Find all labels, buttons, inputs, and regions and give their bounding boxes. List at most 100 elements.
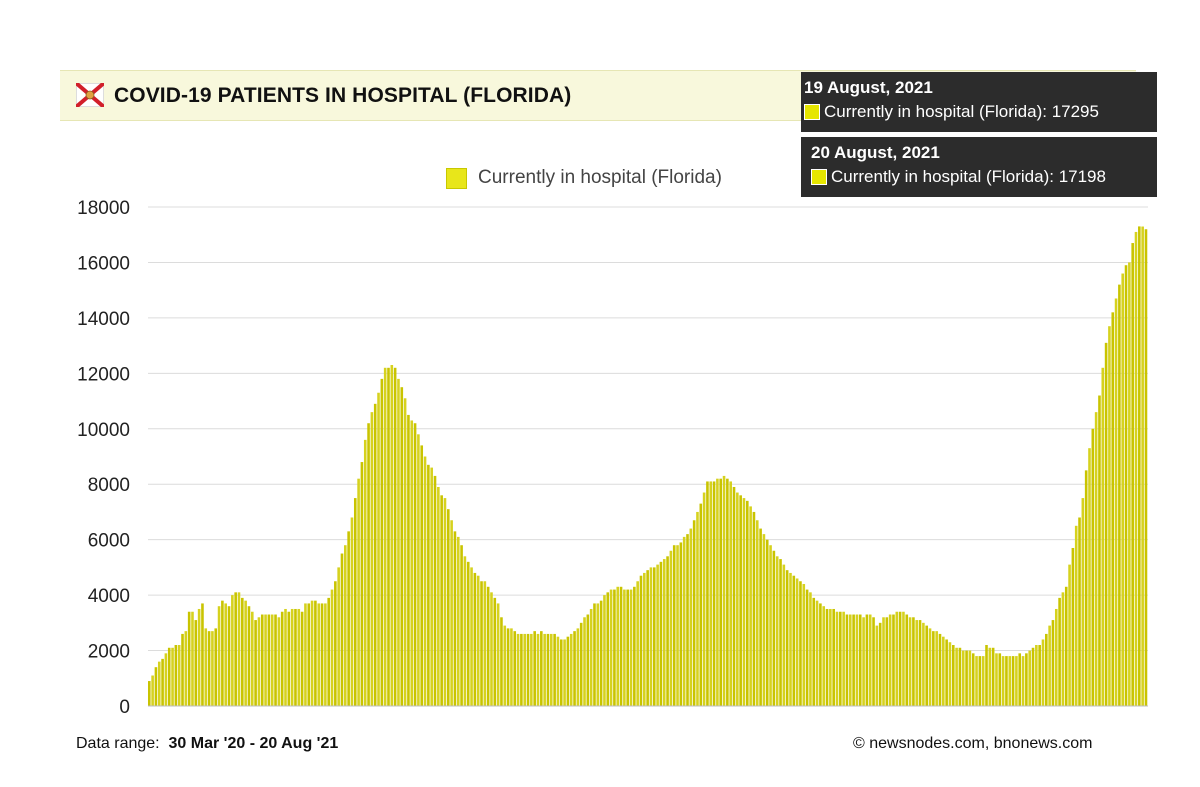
bar[interactable] xyxy=(254,620,257,706)
bar[interactable] xyxy=(1121,273,1125,706)
bar[interactable] xyxy=(958,647,962,706)
bar[interactable] xyxy=(390,365,394,706)
bar[interactable] xyxy=(942,636,945,706)
bar[interactable] xyxy=(234,592,237,706)
bar[interactable] xyxy=(420,445,424,706)
bar[interactable] xyxy=(433,475,437,706)
bar[interactable] xyxy=(397,378,400,706)
bar[interactable] xyxy=(603,595,606,706)
bar[interactable] xyxy=(639,575,643,706)
bar[interactable] xyxy=(692,520,696,706)
bar[interactable] xyxy=(231,595,234,706)
bar[interactable] xyxy=(516,633,520,706)
bar[interactable] xyxy=(1084,470,1088,706)
bar[interactable] xyxy=(729,481,732,706)
bar[interactable] xyxy=(304,603,307,706)
bar[interactable] xyxy=(556,636,560,706)
bar[interactable] xyxy=(357,478,360,706)
bar[interactable] xyxy=(1025,653,1028,706)
bar[interactable] xyxy=(609,589,613,706)
bar[interactable] xyxy=(546,633,550,706)
bar[interactable] xyxy=(789,572,792,706)
bar[interactable] xyxy=(353,498,357,706)
bar[interactable] xyxy=(437,486,440,706)
bar[interactable] xyxy=(500,617,503,706)
bar[interactable] xyxy=(1111,312,1115,706)
bar[interactable] xyxy=(483,581,487,706)
bar[interactable] xyxy=(1081,498,1085,706)
bar[interactable] xyxy=(297,608,301,706)
bar[interactable] xyxy=(1035,645,1038,706)
bar[interactable] xyxy=(686,534,689,706)
bar[interactable] xyxy=(569,633,573,706)
bar[interactable] xyxy=(473,572,477,706)
bar[interactable] xyxy=(320,603,324,706)
bar[interactable] xyxy=(845,614,849,706)
bar[interactable] xyxy=(250,611,254,706)
bar[interactable] xyxy=(237,592,241,706)
bar[interactable] xyxy=(307,603,311,706)
bar[interactable] xyxy=(277,617,281,706)
bar[interactable] xyxy=(413,423,417,706)
bar[interactable] xyxy=(945,639,948,706)
bar[interactable] xyxy=(676,545,679,706)
bar[interactable] xyxy=(822,606,826,706)
bar[interactable] xyxy=(1015,656,1018,706)
bar[interactable] xyxy=(1048,625,1051,706)
bar[interactable] xyxy=(244,600,247,706)
bar[interactable] xyxy=(151,675,154,706)
bar[interactable] xyxy=(888,614,892,706)
bar[interactable] xyxy=(317,603,321,706)
bar[interactable] xyxy=(829,608,832,706)
bar[interactable] xyxy=(722,475,726,706)
bar[interactable] xyxy=(493,597,497,706)
bar[interactable] xyxy=(1021,656,1025,706)
bar[interactable] xyxy=(739,495,742,706)
bar[interactable] xyxy=(476,575,480,706)
bar[interactable] xyxy=(1118,284,1121,706)
bar[interactable] xyxy=(1011,656,1015,706)
bar[interactable] xyxy=(772,550,776,706)
bar[interactable] xyxy=(480,581,483,706)
bar[interactable] xyxy=(752,511,756,706)
bar[interactable] xyxy=(347,531,350,706)
bar[interactable] xyxy=(922,622,925,706)
bar[interactable] xyxy=(852,614,855,706)
bar[interactable] xyxy=(1134,231,1138,706)
bar[interactable] xyxy=(1078,517,1081,706)
bar[interactable] xyxy=(387,367,390,706)
bar[interactable] xyxy=(719,478,723,706)
bar[interactable] xyxy=(294,608,297,706)
bar[interactable] xyxy=(214,628,218,706)
bar[interactable] xyxy=(938,633,942,706)
bar[interactable] xyxy=(1141,226,1144,707)
bar[interactable] xyxy=(882,617,885,706)
bar[interactable] xyxy=(1094,412,1098,706)
bar[interactable] xyxy=(659,561,663,706)
bar[interactable] xyxy=(549,633,553,706)
bar[interactable] xyxy=(961,650,965,706)
bar[interactable] xyxy=(805,589,809,706)
bar[interactable] xyxy=(1038,645,1041,706)
bar[interactable] xyxy=(593,603,596,706)
bar[interactable] xyxy=(270,614,274,706)
bar[interactable] xyxy=(646,570,649,706)
bar[interactable] xyxy=(1008,656,1012,706)
bar[interactable] xyxy=(892,614,895,706)
bar[interactable] xyxy=(217,606,221,706)
chart-legend[interactable]: Currently in hospital (Florida) xyxy=(446,166,722,190)
bar[interactable] xyxy=(782,564,786,706)
bar[interactable] xyxy=(988,647,992,706)
bar[interactable] xyxy=(702,492,706,706)
bar[interactable] xyxy=(626,589,629,706)
bar[interactable] xyxy=(154,667,158,706)
bar[interactable] xyxy=(330,589,334,706)
bar[interactable] xyxy=(832,608,835,706)
bar[interactable] xyxy=(981,656,985,706)
bar[interactable] xyxy=(164,653,168,706)
bar[interactable] xyxy=(985,645,988,706)
bar[interactable] xyxy=(264,614,267,706)
bar[interactable] xyxy=(629,589,633,706)
bar[interactable] xyxy=(932,631,935,706)
bar[interactable] xyxy=(337,567,340,706)
